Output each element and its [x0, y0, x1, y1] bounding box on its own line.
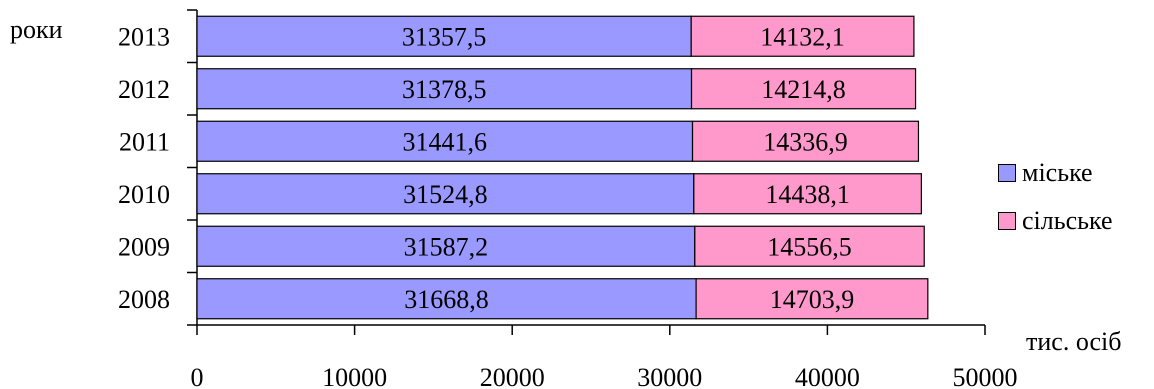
bar-rural: [695, 278, 929, 320]
bar-rural: [693, 173, 922, 215]
bar-urban: [196, 15, 692, 57]
y-axis-label: роки: [10, 15, 63, 44]
data-label-rural: 14556,5: [767, 232, 852, 261]
x-tick-label: 50000: [953, 363, 1018, 389]
x-tick-label: 40000: [795, 363, 860, 389]
bar-rural: [690, 15, 915, 57]
data-label-urban: 31357,5: [402, 22, 487, 51]
data-label-rural: 14703,9: [770, 285, 855, 314]
legend-label-urban: міське: [1022, 158, 1093, 187]
x-tick-label: 0: [191, 363, 204, 389]
data-label-urban: 31587,2: [404, 232, 489, 261]
bar-urban: [196, 173, 695, 215]
x-tick-label: 10000: [322, 363, 387, 389]
bar-rural: [690, 68, 917, 110]
bar-urban: [196, 278, 697, 320]
y-tick-label: 2008: [118, 285, 170, 314]
data-label-rural: 14132,1: [760, 22, 845, 51]
bar-urban: [196, 225, 696, 267]
legend-swatch-urban: [998, 164, 1016, 182]
data-label-rural: 14336,9: [763, 127, 848, 156]
y-tick-label: 2010: [118, 180, 170, 209]
plot-area: 0 10000 20000 30000 40000 50000 2013 31357,5 141…: [118, 9, 1018, 389]
bar-urban: [196, 68, 693, 110]
x-tick-label: 30000: [637, 363, 702, 389]
data-label-rural: 14438,1: [765, 180, 850, 209]
y-tick-label: 2013: [118, 22, 170, 51]
data-label-urban: 31668,8: [404, 285, 489, 314]
data-label-urban: 31524,8: [403, 180, 488, 209]
data-label-rural: 14214,8: [761, 75, 846, 104]
x-tick-label: 20000: [480, 363, 545, 389]
x-axis-label: тис. осіб: [1026, 327, 1121, 356]
y-tick-label: 2009: [118, 232, 170, 261]
y-tick-label: 2012: [118, 75, 170, 104]
y-tick-label: 2011: [119, 127, 170, 156]
data-label-urban: 31378,5: [402, 75, 487, 104]
bar-rural: [694, 225, 925, 267]
bar-urban: [196, 120, 694, 162]
bar-rural: [691, 120, 920, 162]
legend-swatch-rural: [998, 212, 1016, 230]
data-label-urban: 31441,6: [403, 127, 488, 156]
legend-label-rural: сільське: [1022, 206, 1113, 235]
legend-item-urban: міське: [998, 158, 1093, 188]
legend-item-rural: сільське: [998, 206, 1113, 236]
